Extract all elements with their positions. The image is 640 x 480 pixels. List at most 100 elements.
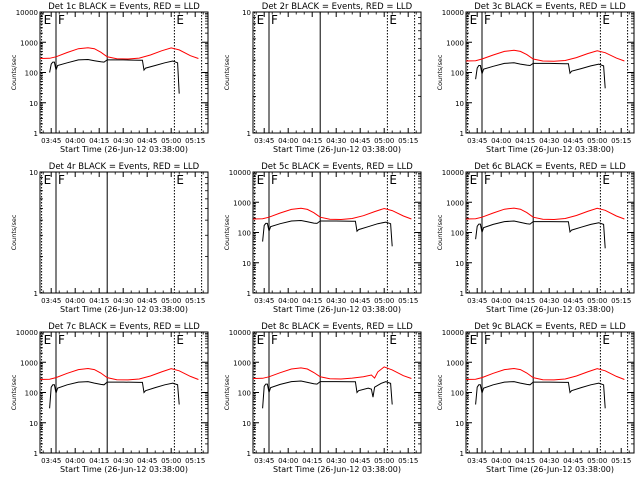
x-tick-label: 05:00 <box>374 457 394 465</box>
x-tick-label: 04:00 <box>278 457 298 465</box>
x-tick-label: 04:15 <box>515 137 535 145</box>
plot-frame <box>252 11 422 134</box>
y-tick-label: 100 <box>238 390 251 398</box>
x-tick-label: 04:00 <box>491 297 511 305</box>
y-tick-label: 1 <box>247 450 251 458</box>
event-marker-label: F <box>484 13 491 27</box>
series-line <box>49 58 180 94</box>
event-marker-label: E <box>257 333 265 347</box>
panel-det-1: Det 1c BLACK = Events, RED = LLD 1 10 100 10… <box>10 2 209 154</box>
event-marker-label: E <box>44 13 52 27</box>
x-tick-label: 04:30 <box>113 457 133 465</box>
x-axis-label: Start Time (26-Jun-12 03:38:00) <box>486 305 614 314</box>
event-marker-label: F <box>58 333 65 347</box>
panel-det-3: Det 3c BLACK = Events, RED = LLD 1 10 100 10… <box>436 2 635 154</box>
x-tick-label: 04:00 <box>65 457 85 465</box>
y-tick-label: 1000 <box>233 199 251 207</box>
x-tick-label: 04:15 <box>302 457 322 465</box>
y-tick-label: 1000 <box>20 359 38 367</box>
y-tick-label: 10000 <box>442 329 464 337</box>
y-tick-label: 100 <box>451 390 464 398</box>
x-tick-label: 05:00 <box>161 297 181 305</box>
y-axis-label: Counts/sec <box>436 214 444 250</box>
x-tick-label: 04:15 <box>89 457 109 465</box>
x-tick-label: 04:45 <box>137 297 157 305</box>
x-tick-label: 03:45 <box>254 137 274 145</box>
x-tick-label: 04:15 <box>302 297 322 305</box>
x-tick-label: 04:15 <box>515 457 535 465</box>
y-tick-label: 100 <box>451 70 464 78</box>
series-line <box>39 47 199 60</box>
x-tick-label: 04:30 <box>539 137 559 145</box>
x-tick-label: 03:45 <box>41 457 61 465</box>
series-line <box>465 207 625 221</box>
x-tick-label: 03:45 <box>254 457 274 465</box>
event-marker-label: F <box>271 13 278 27</box>
y-tick-label: 10 <box>455 260 464 268</box>
x-tick-label: 04:45 <box>137 137 157 145</box>
x-axis-label: Start Time (26-Jun-12 03:38:00) <box>273 465 401 474</box>
y-tick-label: 1 <box>247 290 251 298</box>
x-axis-label: Start Time (26-Jun-12 03:38:00) <box>486 145 614 154</box>
y-axis-label: Counts/sec <box>436 374 444 410</box>
x-tick-label: 04:00 <box>491 137 511 145</box>
x-tick-label: 03:45 <box>467 457 487 465</box>
y-tick-label: 10000 <box>442 9 464 17</box>
y-tick-label: 10000 <box>16 9 38 17</box>
y-tick-label: 10 <box>242 9 251 17</box>
panel-title: Det 6c BLACK = Events, RED = LLD <box>474 162 626 172</box>
event-marker-label: E <box>470 13 478 27</box>
x-tick-label: 05:00 <box>374 297 394 305</box>
y-axis-label: Counts/sec <box>10 214 18 250</box>
event-marker-label: E <box>602 333 610 347</box>
y-axis-label: Counts/sec <box>223 54 231 90</box>
x-axis-label: Start Time (26-Jun-12 03:38:00) <box>60 145 188 154</box>
series-line <box>252 366 412 380</box>
series-line <box>475 220 606 249</box>
event-marker-label: E <box>389 13 397 27</box>
event-marker-label: E <box>257 173 265 187</box>
event-marker-label: E <box>389 173 397 187</box>
y-tick-label: 10000 <box>442 169 464 177</box>
x-tick-label: 05:15 <box>185 457 205 465</box>
x-tick-label: 04:00 <box>65 297 85 305</box>
x-tick-label: 04:00 <box>65 137 85 145</box>
y-axis-label: Counts/sec <box>436 54 444 90</box>
x-tick-label: 04:15 <box>89 297 109 305</box>
y-tick-label: 1000 <box>20 39 38 47</box>
panel-det-5: Det 5c BLACK = Events, RED = LLD 1 10 100 10… <box>223 162 422 314</box>
x-tick-label: 04:15 <box>89 137 109 145</box>
series-line <box>262 380 393 409</box>
series-line <box>465 367 625 381</box>
x-tick-label: 04:30 <box>539 297 559 305</box>
panel-det-2: Det 2r BLACK = Events, RED = LLD 1 10 03:45… <box>223 2 422 154</box>
y-tick-label: 10 <box>242 420 251 428</box>
x-tick-label: 04:30 <box>326 137 346 145</box>
y-tick-label: 1000 <box>446 359 464 367</box>
x-tick-label: 04:45 <box>350 297 370 305</box>
x-tick-label: 04:00 <box>278 297 298 305</box>
y-axis-label: Counts/sec <box>223 214 231 250</box>
x-tick-label: 04:45 <box>563 457 583 465</box>
x-tick-label: 04:00 <box>278 137 298 145</box>
series-line <box>475 62 606 89</box>
x-tick-label: 04:30 <box>539 457 559 465</box>
y-tick-label: 100 <box>238 230 251 238</box>
event-marker-label: E <box>44 333 52 347</box>
event-marker-label: F <box>484 173 491 187</box>
series-line <box>49 381 180 409</box>
y-tick-label: 100 <box>25 390 38 398</box>
y-tick-label: 10000 <box>229 329 251 337</box>
x-axis-label: Start Time (26-Jun-12 03:38:00) <box>273 145 401 154</box>
y-axis-label: Counts/sec <box>223 374 231 410</box>
x-axis-label: Start Time (26-Jun-12 03:38:00) <box>60 465 188 474</box>
series-line <box>465 49 625 62</box>
panel-title: Det 1c BLACK = Events, RED = LLD <box>48 2 200 12</box>
panel-title: Det 9c BLACK = Events, RED = LLD <box>474 322 626 332</box>
x-tick-label: 03:45 <box>254 297 274 305</box>
y-tick-label: 10 <box>242 260 251 268</box>
x-tick-label: 03:45 <box>41 297 61 305</box>
y-tick-label: 100 <box>25 70 38 78</box>
event-marker-label: E <box>470 173 478 187</box>
y-axis-label: Counts/sec <box>10 54 18 90</box>
